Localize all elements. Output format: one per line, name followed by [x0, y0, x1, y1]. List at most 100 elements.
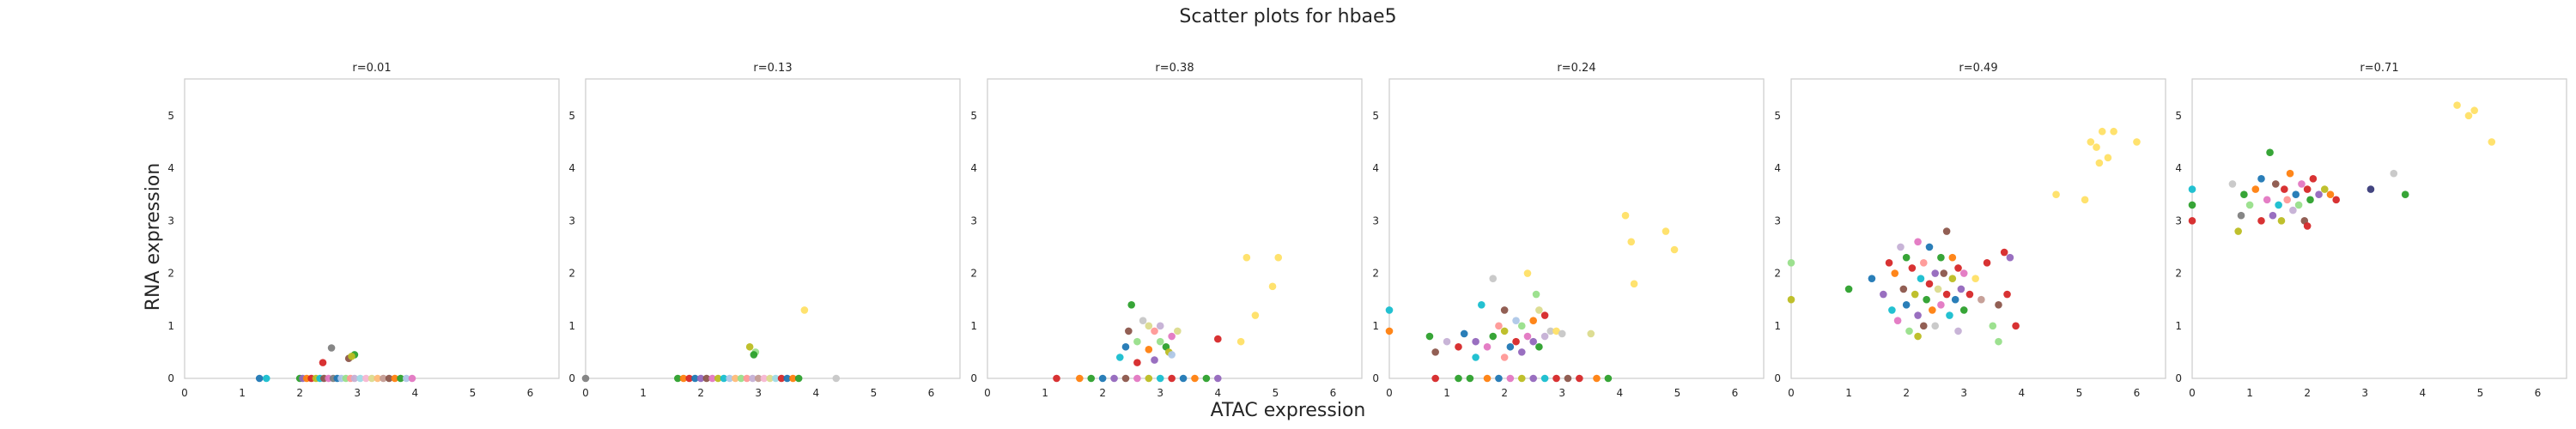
data-point — [1971, 275, 1979, 282]
x-tick-label: 5 — [871, 387, 878, 399]
y-tick-label: 0 — [2175, 372, 2182, 384]
data-point — [1425, 332, 1434, 341]
data-point — [2453, 101, 2461, 109]
data-point — [1948, 275, 1957, 282]
data-point — [2390, 169, 2398, 178]
y-tick-label: 2 — [167, 268, 174, 280]
data-point — [2237, 211, 2245, 220]
data-point — [1133, 337, 1141, 346]
data-point — [2289, 206, 2297, 214]
x-tick-label: 6 — [2134, 387, 2141, 399]
x-tick-label: 5 — [2076, 387, 2083, 399]
data-point — [1914, 311, 1922, 319]
data-point — [1191, 374, 1199, 383]
data-point — [1905, 327, 1913, 335]
data-point — [2281, 185, 2288, 193]
data-point — [1495, 374, 1503, 383]
y-tick-label: 1 — [1372, 320, 1379, 332]
data-point — [1576, 374, 1583, 383]
x-tick-label: 4 — [1214, 387, 1221, 399]
data-point — [2294, 201, 2303, 209]
data-point — [1908, 264, 1917, 272]
data-point — [2488, 138, 2496, 146]
y-tick-label: 0 — [568, 372, 575, 384]
y-tick-label: 3 — [167, 214, 174, 227]
data-point — [1489, 332, 1498, 341]
data-point — [1891, 269, 1899, 277]
y-tick-label: 0 — [1372, 372, 1379, 384]
data-point — [1917, 275, 1925, 282]
x-tick-label: 6 — [1330, 387, 1337, 399]
data-point — [1893, 317, 1902, 324]
data-point — [1512, 337, 1520, 346]
scatter-panel-2: r=0.13 0 1 2 3 4 5 6 0 1 2 3 4 5 — [568, 62, 961, 399]
data-point — [348, 352, 355, 360]
data-point — [800, 306, 809, 314]
data-point — [1940, 269, 1948, 277]
data-point — [2245, 201, 2254, 209]
data-point — [1174, 327, 1182, 335]
data-point — [2277, 217, 2286, 225]
data-point — [1929, 306, 1936, 314]
data-point — [2303, 185, 2312, 193]
data-point — [1546, 327, 1555, 335]
data-point — [1385, 306, 1394, 314]
x-tick-label: 4 — [812, 387, 819, 399]
data-point — [1564, 374, 1572, 383]
data-point — [2269, 211, 2277, 220]
axes-frame — [987, 78, 1363, 379]
data-point — [1995, 300, 2002, 309]
data-point — [2098, 127, 2106, 136]
data-point — [368, 374, 376, 383]
x-tick-label: 5 — [1674, 387, 1681, 399]
data-point — [1506, 374, 1515, 383]
panel-title: r=0.13 — [753, 62, 792, 75]
x-tick-label: 1 — [2246, 387, 2253, 399]
data-point — [2470, 106, 2478, 115]
y-tick-label: 2 — [568, 268, 575, 280]
data-point — [1443, 337, 1451, 346]
data-point — [2234, 227, 2242, 235]
x-tick-label: 3 — [755, 387, 762, 399]
data-point — [749, 374, 756, 383]
data-point — [2133, 138, 2141, 146]
data-point — [1466, 374, 1474, 383]
data-point — [1914, 238, 1922, 246]
data-point — [1946, 311, 1953, 319]
data-point — [356, 374, 364, 383]
data-point — [1787, 295, 1795, 304]
data-point — [1478, 300, 1485, 309]
axes-frame — [1388, 78, 1765, 379]
x-tick-label: 4 — [2018, 387, 2025, 399]
x-tick-label: 0 — [582, 387, 589, 399]
data-point — [1937, 300, 1945, 309]
data-point — [754, 374, 762, 383]
data-point — [1115, 353, 1124, 361]
data-point — [1627, 238, 1636, 246]
data-point — [714, 374, 722, 383]
y-tick-label: 3 — [2175, 214, 2182, 227]
y-tick-label: 4 — [167, 162, 174, 174]
data-point — [1098, 374, 1107, 383]
y-tick-label: 3 — [1774, 214, 1781, 227]
scatter-panel-5: r=0.49 0 1 2 3 4 5 6 0 1 2 3 4 5 — [1774, 62, 2166, 399]
data-point — [1517, 348, 1526, 356]
y-tick-label: 2 — [1372, 268, 1379, 280]
data-point — [1274, 253, 1283, 262]
data-point — [2271, 180, 2280, 188]
data-point — [732, 374, 739, 383]
y-tick-label: 5 — [167, 110, 174, 122]
x-tick-label: 1 — [1443, 387, 1450, 399]
data-point — [1951, 295, 1959, 304]
scatter-panel-4: r=0.24 0 1 2 3 4 5 6 0 1 2 3 4 5 — [1372, 62, 1765, 399]
data-point — [1121, 374, 1130, 383]
data-point — [1385, 327, 1394, 335]
data-point — [1959, 306, 1968, 314]
data-point — [2320, 185, 2329, 193]
data-point — [1483, 374, 1492, 383]
data-point — [1965, 290, 1974, 299]
x-tick-label: 6 — [2535, 387, 2542, 399]
data-point — [1535, 306, 1543, 314]
data-point — [1472, 353, 1479, 361]
